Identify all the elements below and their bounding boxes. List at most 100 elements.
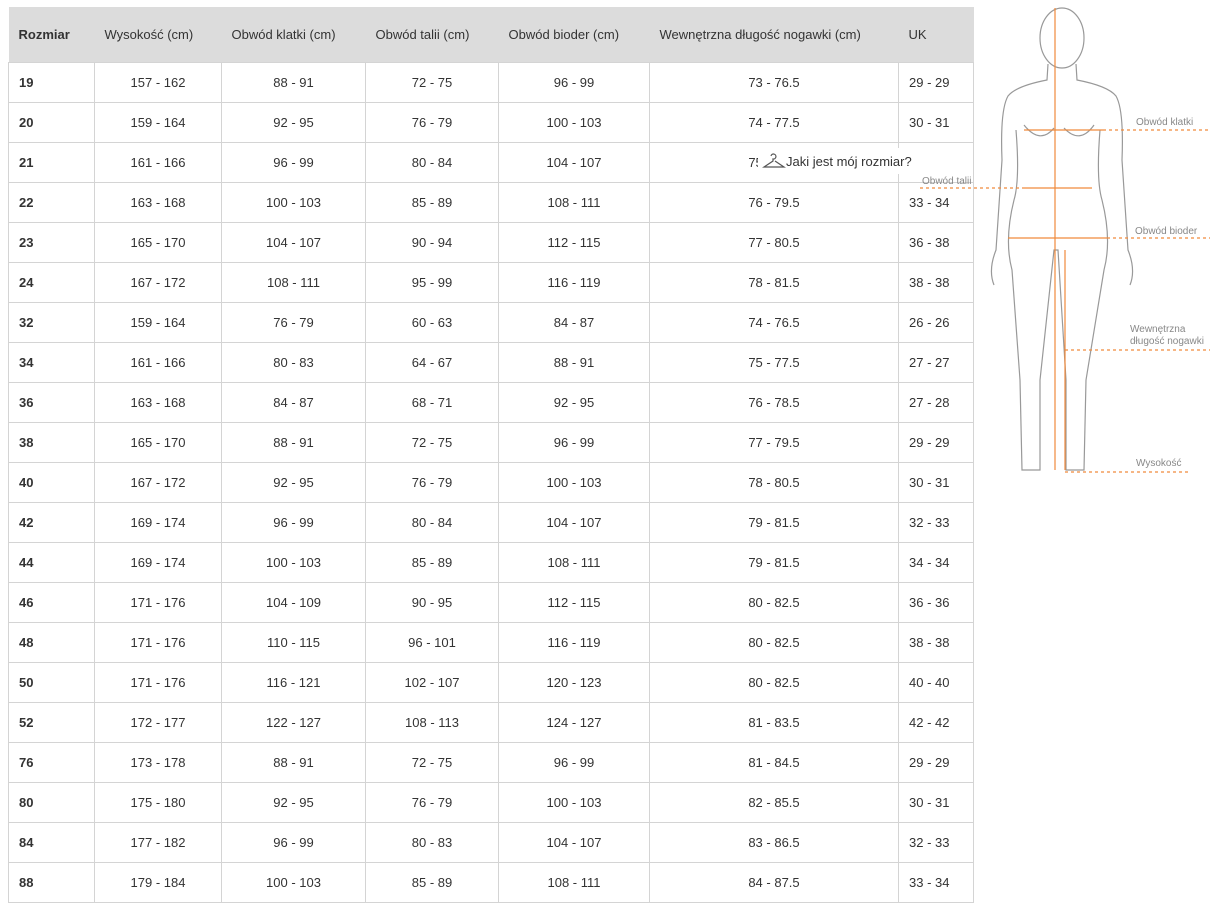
table-cell: 76 - 79.5: [649, 182, 899, 223]
table-row: 36 163 - 168 84 - 87 68 - 71 92 - 95 76 - 78.…: [8, 382, 974, 423]
table-cell: 80 - 82.5: [649, 662, 899, 703]
table-cell: 161 - 166: [94, 342, 222, 383]
table-cell: 100 - 103: [221, 862, 366, 903]
table-cell: 42: [8, 502, 95, 543]
hips-label: Obwód bioder: [1135, 226, 1198, 237]
table-cell: 48: [8, 622, 95, 663]
table-cell: 76 - 79: [365, 462, 499, 503]
table-cell: 104 - 107: [498, 142, 650, 183]
table-cell: 74 - 76.5: [649, 302, 899, 343]
table-cell: 34: [8, 342, 95, 383]
body-diagram: Obwód klatki Obwód talii Obwód bioder We…: [920, 7, 1210, 473]
table-cell: 90 - 95: [365, 582, 499, 623]
table-cell: 79 - 81.5: [649, 542, 899, 583]
table-cell: 172 - 177: [94, 702, 222, 743]
table-row: 34 161 - 166 80 - 83 64 - 67 88 - 91 75 - 77.…: [8, 342, 974, 383]
table-cell: 110 - 115: [221, 622, 366, 663]
table-cell: 76 - 78.5: [649, 382, 899, 423]
table-cell: 167 - 172: [94, 462, 222, 503]
table-cell: 38 - 38: [898, 622, 974, 663]
table-cell: 81 - 83.5: [649, 702, 899, 743]
table-row: 76 173 - 178 88 - 91 72 - 75 96 - 99 81 - 84.…: [8, 742, 974, 783]
table-cell: 159 - 164: [94, 102, 222, 143]
table-cell: 88 - 91: [221, 422, 366, 463]
table-row: 80 175 - 180 92 - 95 76 - 79 100 - 103 82 - 8…: [8, 782, 974, 823]
table-cell: 30 - 31: [898, 462, 974, 503]
table-cell: 68 - 71: [365, 382, 499, 423]
table-cell: 92 - 95: [221, 102, 366, 143]
size-help[interactable]: Jaki jest mój rozmiar?: [758, 148, 930, 174]
table-cell: 84 - 87.5: [649, 862, 899, 903]
table-cell: 30 - 31: [898, 782, 974, 823]
table-row: 38 165 - 170 88 - 91 72 - 75 96 - 99 77 - 79.…: [8, 422, 974, 463]
table-cell: 177 - 182: [94, 822, 222, 863]
table-cell: 100 - 103: [221, 182, 366, 223]
table-cell: 108 - 111: [221, 262, 366, 303]
table-cell: 85 - 89: [365, 182, 499, 223]
table-row: 42 169 - 174 96 - 99 80 - 84 104 - 107 79 - 8…: [8, 502, 974, 543]
table-cell: 19: [8, 62, 95, 103]
table-cell: 52: [8, 702, 95, 743]
table-cell: 169 - 174: [94, 502, 222, 543]
table-cell: 179 - 184: [94, 862, 222, 903]
table-cell: 92 - 95: [221, 462, 366, 503]
table-cell: 100 - 103: [498, 462, 650, 503]
table-cell: 122 - 127: [221, 702, 366, 743]
table-cell: 92 - 95: [221, 782, 366, 823]
table-cell: 33 - 34: [898, 862, 974, 903]
table-cell: 81 - 84.5: [649, 742, 899, 783]
waist-label: Obwód talii: [922, 176, 971, 187]
table-cell: 21: [8, 142, 95, 183]
table-cell: 90 - 94: [365, 222, 499, 263]
table-row: 19 157 - 162 88 - 91 72 - 75 96 - 99 73 - 76.…: [8, 62, 974, 103]
table-cell: 88 - 91: [221, 62, 366, 103]
table-cell: 60 - 63: [365, 302, 499, 343]
table-row: 48 171 - 176 110 - 115 96 - 101 116 - 119 80 …: [8, 622, 974, 663]
table-row: 20 159 - 164 92 - 95 76 - 79 100 - 103 74 - 7…: [8, 102, 974, 143]
table-cell: 104 - 107: [221, 222, 366, 263]
table-cell: 80 - 82.5: [649, 622, 899, 663]
column-header: Obwód talii (cm): [365, 7, 499, 63]
table-cell: 108 - 111: [498, 862, 650, 903]
inseam-label: długość nogawki: [1130, 336, 1204, 347]
table-row: 50 171 - 176 116 - 121 102 - 107 120 - 123 80…: [8, 662, 974, 703]
hanger-icon: [762, 153, 786, 168]
table-cell: 22: [8, 182, 95, 223]
table-cell: 112 - 115: [498, 222, 650, 263]
table-cell: 24: [8, 262, 95, 303]
height-label: Wysokość: [1136, 458, 1181, 469]
table-cell: 96 - 99: [498, 62, 650, 103]
table-cell: 116 - 119: [498, 622, 650, 663]
table-cell: 102 - 107: [365, 662, 499, 703]
table-cell: 34 - 34: [898, 542, 974, 583]
table-cell: 36: [8, 382, 95, 423]
table-cell: 116 - 119: [498, 262, 650, 303]
table-cell: 173 - 178: [94, 742, 222, 783]
table-cell: 96 - 99: [221, 822, 366, 863]
table-cell: 79 - 81.5: [649, 502, 899, 543]
table-cell: 20: [8, 102, 95, 143]
column-header: Wysokość (cm): [94, 7, 222, 63]
table-row: 88 179 - 184 100 - 103 85 - 89 108 - 111 84 -…: [8, 862, 974, 903]
table-cell: 96 - 101: [365, 622, 499, 663]
table-cell: 80 - 84: [365, 142, 499, 183]
table-cell: 23: [8, 222, 95, 263]
table-row: 52 172 - 177 122 - 127 108 - 113 124 - 127 81…: [8, 702, 974, 743]
table-cell: 95 - 99: [365, 262, 499, 303]
table-cell: 171 - 176: [94, 622, 222, 663]
size-help-text[interactable]: Jaki jest mój rozmiar?: [786, 153, 912, 169]
table-cell: 159 - 164: [94, 302, 222, 343]
column-header: Obwód klatki (cm): [221, 7, 366, 63]
table-cell: 108 - 113: [365, 702, 499, 743]
table-cell: 175 - 180: [94, 782, 222, 823]
table-cell: 167 - 172: [94, 262, 222, 303]
table-cell: 84 - 87: [221, 382, 366, 423]
table-row: 23 165 - 170 104 - 107 90 - 94 112 - 115 77 -…: [8, 222, 974, 263]
table-cell: 73 - 76.5: [649, 62, 899, 103]
table-cell: 32: [8, 302, 95, 343]
table-cell: 163 - 168: [94, 382, 222, 423]
table-cell: 82 - 85.5: [649, 782, 899, 823]
table-cell: 104 - 109: [221, 582, 366, 623]
table-cell: 76 - 79: [365, 782, 499, 823]
